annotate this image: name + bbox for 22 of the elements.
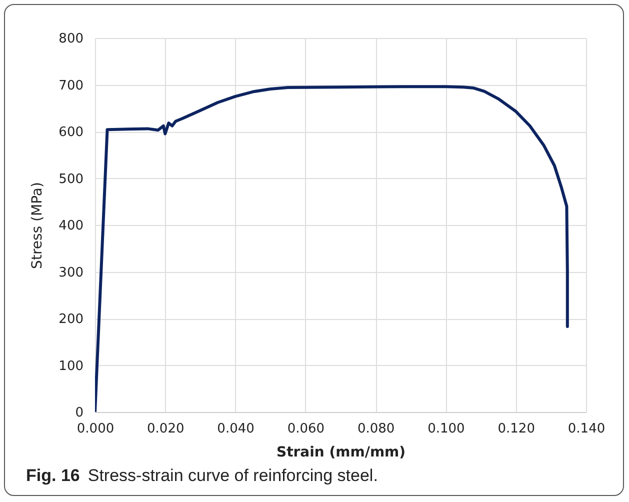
x-tick-label: 0.040: [217, 422, 254, 436]
x-tick-label: 0.140: [568, 422, 606, 436]
x-tick-label: 0.060: [287, 422, 325, 436]
x-axis-title: Strain (mm/mm): [276, 444, 406, 460]
y-tick-label: 600: [58, 125, 84, 140]
y-tick-label: 0: [75, 406, 84, 420]
x-tick-label: 0.020: [147, 422, 184, 436]
x-tick-label: 0.000: [76, 422, 114, 436]
y-tick-label: 300: [58, 265, 84, 280]
x-tick-label: 0.100: [428, 422, 465, 436]
line-series: [95, 85, 569, 412]
y-axis-title: Stress (MPa): [30, 182, 46, 269]
x-tick-label: 0.080: [357, 422, 395, 436]
text: Stress-strain curve of reinforcing steel.: [88, 466, 378, 485]
y-tick-label: 500: [58, 172, 84, 187]
y-tick-label: 400: [58, 218, 84, 234]
x-tick-label: 0.120: [498, 422, 535, 436]
y-tick-label: 100: [58, 358, 84, 374]
y-tick-label: 800: [58, 32, 84, 46]
caption: Fig. 16: [26, 466, 80, 485]
y-tick-label: 700: [58, 78, 84, 94]
y-tick-label: 200: [58, 312, 84, 327]
